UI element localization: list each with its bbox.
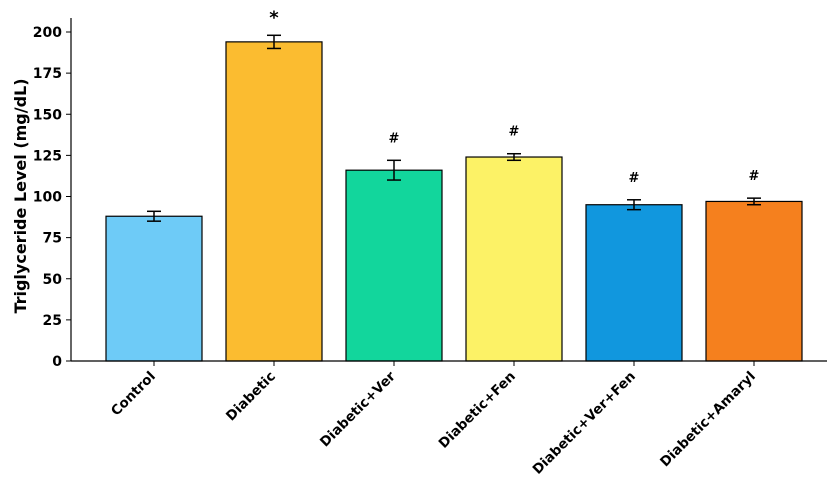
x-tick-label: Diabetic+Ver: [317, 368, 399, 450]
y-axis: 0 25 50 75 100 125 150 175 200: [33, 18, 72, 370]
bar: [705, 200, 803, 362]
bar-group: #: [345, 131, 443, 362]
x-tick-label: Diabetic+Amaryl: [657, 369, 759, 471]
bar: [225, 41, 323, 362]
bar-group: #: [705, 169, 803, 362]
bar: [585, 204, 683, 362]
y-tick-label: 25: [43, 313, 62, 329]
bars: * # # # #: [105, 7, 803, 362]
y-tick-label: 50: [43, 272, 63, 288]
y-tick-label: 0: [52, 354, 62, 370]
bar-group: #: [465, 125, 563, 362]
y-tick-label: 125: [33, 148, 62, 164]
bar-group: #: [585, 171, 683, 362]
bar: [465, 156, 563, 362]
y-tick-label: 75: [43, 231, 62, 247]
x-tick-label: Diabetic+Fen: [436, 369, 519, 452]
y-tick-label: 100: [33, 190, 62, 206]
x-tick-label: Diabetic+Ver+Fen: [530, 369, 639, 478]
x-tick-label: Diabetic: [223, 369, 279, 425]
y-tick-label: 200: [33, 25, 62, 41]
bar: [105, 215, 203, 362]
bar-group: [105, 210, 203, 362]
x-axis: Control Diabetic Diabetic+Ver Diabetic+Fen D…: [71, 360, 827, 478]
significance-hash: #: [629, 171, 640, 186]
bar-group: *: [225, 7, 323, 362]
significance-hash: #: [389, 131, 400, 146]
significance-hash: #: [749, 169, 760, 184]
y-tick-label: 150: [33, 107, 62, 123]
y-axis-label: Triglyceride Level (mg/dL): [11, 78, 30, 313]
bar: [345, 169, 443, 362]
x-tick-label: Control: [108, 369, 159, 420]
significance-hash: #: [509, 125, 520, 140]
significance-asterisk: *: [269, 7, 279, 28]
y-tick-label: 175: [33, 66, 62, 82]
